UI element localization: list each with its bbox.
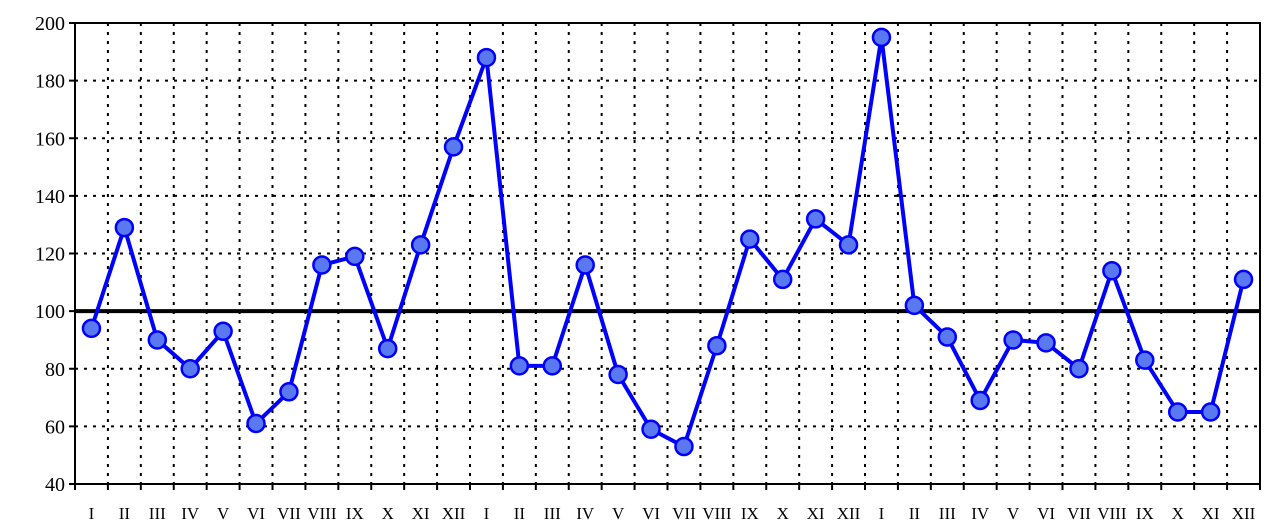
data-point	[377, 338, 398, 359]
x-category-label: X	[382, 504, 394, 523]
data-point	[1069, 359, 1089, 379]
x-category-label: XII	[1232, 504, 1256, 523]
x-category-label: I	[484, 504, 490, 523]
data-point	[641, 419, 661, 440]
x-category-label: I	[879, 504, 885, 523]
data-point	[1102, 261, 1122, 281]
data-point	[114, 217, 135, 238]
x-category-label: X	[777, 504, 789, 523]
data-point	[575, 255, 595, 275]
data-point	[937, 327, 958, 347]
data-point	[213, 321, 233, 342]
x-category-label: III	[149, 504, 166, 523]
x-category-label: XII	[442, 504, 466, 523]
x-category-label: VIII	[702, 504, 732, 523]
x-category-label: X	[1172, 504, 1184, 523]
series-layer	[81, 27, 1254, 457]
x-category-label: XII	[837, 504, 861, 523]
x-category-label: III	[939, 504, 956, 523]
data-point	[1167, 402, 1188, 422]
data-point	[542, 356, 563, 376]
data-point	[1233, 269, 1254, 290]
y-axis-ticks: 40 60 80 100 120 140 160 180 200	[35, 13, 75, 496]
y-tick-label: 40	[45, 474, 65, 496]
x-category-label: II	[514, 504, 526, 523]
x-category-label: VIII	[1097, 504, 1127, 523]
data-point	[740, 229, 760, 249]
y-tick-label: 100	[35, 301, 65, 323]
y-tick-label: 80	[45, 359, 65, 381]
x-category-label: VII	[672, 504, 696, 523]
x-category-label: III	[544, 504, 561, 523]
data-point	[970, 390, 990, 411]
data-point	[772, 269, 793, 290]
x-category-label: XI	[807, 504, 825, 523]
x-category-label: VIII	[307, 504, 337, 523]
data-point	[805, 209, 826, 229]
x-category-label: IV	[576, 504, 595, 523]
data-point	[180, 359, 200, 379]
x-category-label: II	[909, 504, 921, 523]
y-tick-label: 200	[35, 13, 65, 35]
data-point	[608, 364, 628, 385]
data-point	[279, 382, 299, 402]
x-category-label: VI	[1037, 504, 1055, 523]
data-point	[147, 330, 168, 350]
x-category-label: VI	[247, 504, 265, 523]
data-point	[674, 436, 694, 457]
data-point	[1135, 350, 1155, 370]
y-tick-label: 120	[35, 244, 65, 266]
data-point	[410, 235, 431, 255]
data-point	[246, 413, 266, 434]
data-point	[1003, 330, 1023, 350]
data-point	[345, 246, 365, 267]
x-category-label: VII	[1067, 504, 1091, 523]
x-category-label: V	[217, 504, 230, 523]
data-point	[81, 318, 102, 339]
x-category-label: IV	[971, 504, 990, 523]
x-category-label: IX	[346, 504, 364, 523]
x-axis-ticks: I II III IV V VI VII VIII IX X XI XII I II III IV V VI VII…	[74, 484, 1261, 523]
data-point	[838, 235, 859, 255]
data-point	[871, 27, 892, 48]
x-category-label: IV	[181, 504, 200, 523]
data-point	[476, 47, 497, 68]
data-point	[707, 335, 727, 356]
x-category-label: V	[612, 504, 625, 523]
x-category-label: VI	[642, 504, 660, 523]
data-point	[1200, 402, 1221, 422]
data-point	[904, 295, 925, 316]
y-tick-label: 60	[45, 416, 65, 438]
data-point	[312, 255, 332, 275]
x-category-label: XI	[412, 504, 430, 523]
x-category-label: XI	[1202, 504, 1220, 523]
y-tick-label: 180	[35, 71, 65, 93]
x-category-label: V	[1007, 504, 1020, 523]
y-tick-label: 140	[35, 186, 65, 208]
grid	[75, 23, 1260, 484]
x-category-label: I	[89, 504, 95, 523]
y-tick-label: 160	[35, 128, 65, 150]
x-category-label: VII	[277, 504, 301, 523]
x-category-label: IX	[1136, 504, 1154, 523]
x-category-label: II	[119, 504, 131, 523]
data-point	[443, 137, 464, 157]
data-point	[1036, 333, 1056, 353]
x-category-label: IX	[741, 504, 759, 523]
data-point	[509, 356, 530, 376]
plot-area-frame	[74, 22, 1261, 485]
